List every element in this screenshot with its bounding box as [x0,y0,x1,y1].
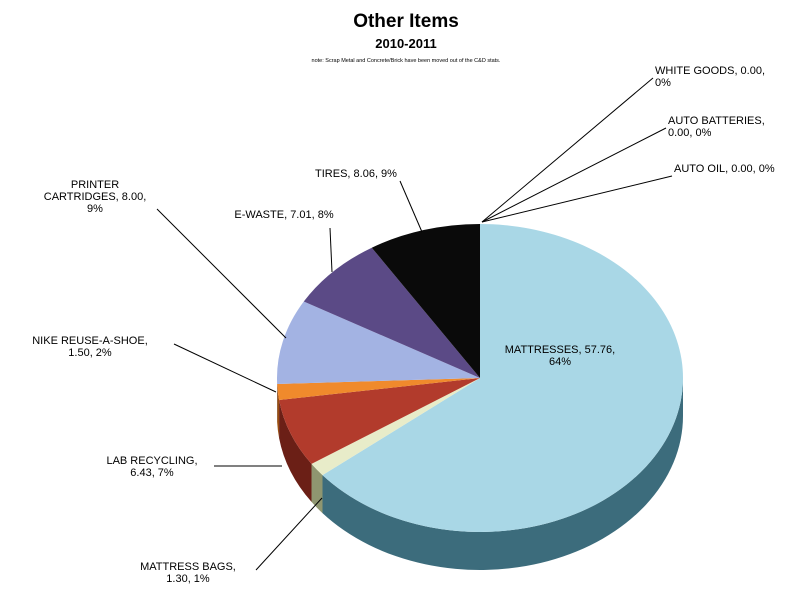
data-label-line: 64% [549,356,571,368]
data-label-lab-recycling: LAB RECYCLING,6.43, 7% [106,455,197,479]
leader-line-e-waste [330,228,332,272]
data-label-line: 1.30, 1% [166,573,210,585]
data-label-auto-oil: AUTO OIL, 0.00, 0% [674,163,775,175]
data-label-auto-batteries: AUTO BATTERIES,0.00, 0% [668,115,765,139]
data-label-line: E-WASTE, 7.01, 8% [234,209,333,221]
data-label-line: PRINTER [71,179,119,191]
chart-subtitle: 2010-2011 [375,36,436,51]
leader-line-auto-batteries [482,128,666,222]
data-label-line: WHITE GOODS, 0.00, [655,65,765,77]
data-label-line: 0% [655,77,671,89]
data-label-white-goods: WHITE GOODS, 0.00,0% [655,65,765,89]
data-label-nike-reuse-a-shoe: NIKE REUSE-A-SHOE,1.50, 2% [32,335,148,359]
data-label-line: 6.43, 7% [130,467,174,479]
leader-line-nike-reuse-a-shoe [174,344,276,392]
chart-note: note: Scrap Metal and Concrete/Brick hav… [312,58,501,64]
data-label-line: NIKE REUSE-A-SHOE, [32,335,148,347]
data-label-line: 0.00, 0% [668,127,712,139]
data-label-line: MATTRESS BAGS, [140,561,236,573]
data-label-line: LAB RECYCLING, [106,455,197,467]
data-label-line: MATTRESSES, 57.76, [505,344,615,356]
data-label-tires: TIRES, 8.06, 9% [315,168,397,180]
data-label-mattress-bags: MATTRESS BAGS,1.30, 1% [140,561,236,585]
data-label-line: TIRES, 8.06, 9% [315,168,397,180]
data-label-line: 9% [87,203,103,215]
data-label-line: CARTRIDGES, 8.00, [44,191,147,203]
pie-top-layer [277,224,683,532]
leader-line-printer-cartridges [157,209,286,338]
leader-line-white-goods [482,78,653,222]
leader-line-tires [400,181,422,232]
leader-line-auto-oil [482,176,672,222]
data-label-line: AUTO BATTERIES, [668,115,765,127]
leader-line-mattress-bags [256,498,322,570]
data-label-line: 1.50, 2% [68,347,112,359]
data-label-line: AUTO OIL, 0.00, 0% [674,163,775,175]
chart-title: Other Items [353,11,459,32]
data-label-e-waste: E-WASTE, 7.01, 8% [234,209,333,221]
